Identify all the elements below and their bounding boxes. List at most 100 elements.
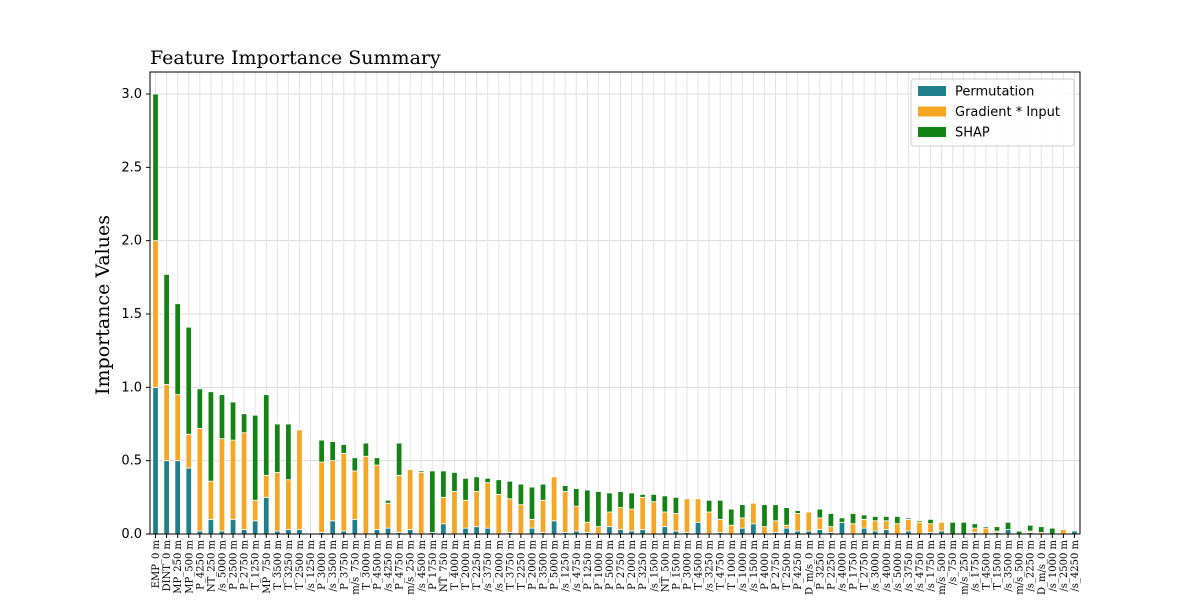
- bar-permutation: [185, 467, 192, 535]
- bar-shap: [384, 499, 392, 504]
- bar-permutation: [229, 518, 237, 535]
- bar-shap: [794, 510, 801, 514]
- y-tick-label: 1.5: [121, 307, 142, 322]
- x-tick-label: T_4000 m: [450, 539, 461, 589]
- bar-shap: [872, 516, 879, 522]
- x-tick-label: P_1750 m: [849, 539, 860, 589]
- bar-shap: [351, 457, 358, 472]
- x-tick-label: D_m/s_0 m: [1037, 539, 1048, 595]
- bar-shap: [883, 516, 890, 522]
- x-tick-label: P_2000 m: [627, 539, 638, 589]
- x-tick-label: P_3500 m: [539, 539, 550, 589]
- bar-shap: [362, 442, 370, 457]
- bar-shap: [816, 508, 823, 519]
- x-tick-label: P_2500 m: [229, 539, 240, 589]
- bar-gradient-input: [739, 517, 746, 529]
- bar-permutation: [174, 460, 181, 535]
- x-tick-label: T_2750 m: [860, 539, 871, 589]
- bar-shap: [495, 479, 502, 495]
- x-tick-label: /s_3500 m: [1004, 539, 1015, 591]
- x-tick-label: DINT_0 m: [162, 539, 173, 591]
- x-tick-label: P_4250 m: [195, 539, 206, 589]
- x-tick-label: /s_4000 m: [882, 539, 893, 591]
- bar-gradient-input: [794, 513, 801, 532]
- bar-gradient-input: [218, 438, 226, 532]
- x-tick-label: P_2750 m: [771, 539, 782, 589]
- x-tick-label: P_1250 m: [583, 539, 594, 589]
- bar-shap: [1027, 524, 1034, 532]
- bar-shap: [650, 493, 657, 503]
- x-tick-label: NT_250 m: [206, 539, 217, 592]
- x-tick-label: /s_4250 m: [1070, 539, 1081, 591]
- bar-gradient-input: [329, 460, 336, 522]
- bar-gradient-input: [484, 482, 491, 529]
- bar-shap: [418, 470, 425, 473]
- bar-permutation: [739, 527, 746, 535]
- bar-shap: [196, 388, 203, 429]
- y-tick-label: 1.0: [121, 380, 142, 395]
- legend: Permutation Gradient * Input SHAP: [910, 78, 1075, 147]
- bar-permutation: [373, 529, 381, 535]
- x-tick-label: P_2000 m: [527, 539, 538, 589]
- bar-shap: [340, 444, 347, 454]
- bar-gradient-input: [883, 520, 890, 530]
- bar-shap: [860, 514, 868, 520]
- bar-gradient-input: [860, 518, 868, 529]
- bar-shap: [595, 491, 602, 528]
- bar-permutation: [462, 527, 469, 535]
- bar-gradient-input: [805, 511, 812, 532]
- bar-gradient-input: [905, 518, 912, 532]
- legend-box: [910, 78, 1075, 147]
- x-tick-label: T_2500 m: [295, 539, 306, 589]
- bar-shap: [229, 401, 237, 441]
- bar-permutation: [661, 526, 668, 535]
- bar-gradient-input: [506, 498, 513, 533]
- bar-gradient-input: [827, 526, 835, 533]
- bar-shap: [163, 273, 170, 385]
- bar-gradient-input: [152, 240, 159, 388]
- bar-permutation: [883, 529, 890, 535]
- x-tick-label: m/s_500 m: [937, 539, 948, 594]
- x-tick-label: P_1500 m: [671, 539, 682, 589]
- x-tick-label: MP_750 m: [262, 539, 273, 593]
- bar-shap: [506, 480, 513, 500]
- bar-gradient-input: [296, 429, 303, 530]
- bar-permutation: [440, 523, 447, 535]
- x-tick-label: /s_1250 m: [306, 539, 317, 591]
- x-tick-label: T_3000 m: [361, 539, 372, 589]
- x-tick-label: T_4500 m: [694, 539, 705, 589]
- bar-shap: [373, 457, 381, 466]
- bar-gradient-input: [418, 471, 425, 535]
- bar-gradient-input: [639, 496, 646, 531]
- bar-shap: [993, 526, 1001, 532]
- bar-permutation: [783, 527, 790, 535]
- bar-gradient-input: [274, 471, 281, 532]
- x-tick-label: /s_3250 m: [705, 539, 716, 591]
- bar-shap: [728, 508, 735, 526]
- x-tick-label: /s_1750 m: [970, 539, 981, 591]
- bar-gradient-input: [927, 523, 934, 533]
- bar-shap: [827, 513, 835, 528]
- bar-shap: [838, 517, 846, 523]
- bar-permutation: [152, 386, 159, 535]
- bar-shap: [1049, 527, 1056, 535]
- legend-swatch-gradient-input: [918, 106, 946, 117]
- bar-permutation: [550, 520, 558, 535]
- bar-shap: [329, 441, 336, 462]
- bar-permutation: [528, 527, 536, 535]
- x-tick-label: m/s_250 m: [959, 539, 970, 594]
- bar-gradient-input: [694, 498, 702, 523]
- bar-gradient-input: [971, 527, 978, 533]
- bar-shap: [395, 442, 403, 476]
- x-tick-label: /s_4000 m: [837, 539, 848, 591]
- bar-gradient-input: [473, 491, 480, 528]
- bar-gradient-input: [240, 432, 248, 530]
- bar-permutation: [296, 529, 303, 535]
- x-tick-label: P_3250 m: [815, 539, 826, 589]
- x-tick-label: /s_3750 m: [483, 539, 494, 591]
- bar-gradient-input: [252, 499, 259, 522]
- bar-gradient-input: [196, 427, 203, 532]
- x-tick-label: m/s_500 m: [1015, 539, 1026, 594]
- bar-shap: [672, 496, 680, 514]
